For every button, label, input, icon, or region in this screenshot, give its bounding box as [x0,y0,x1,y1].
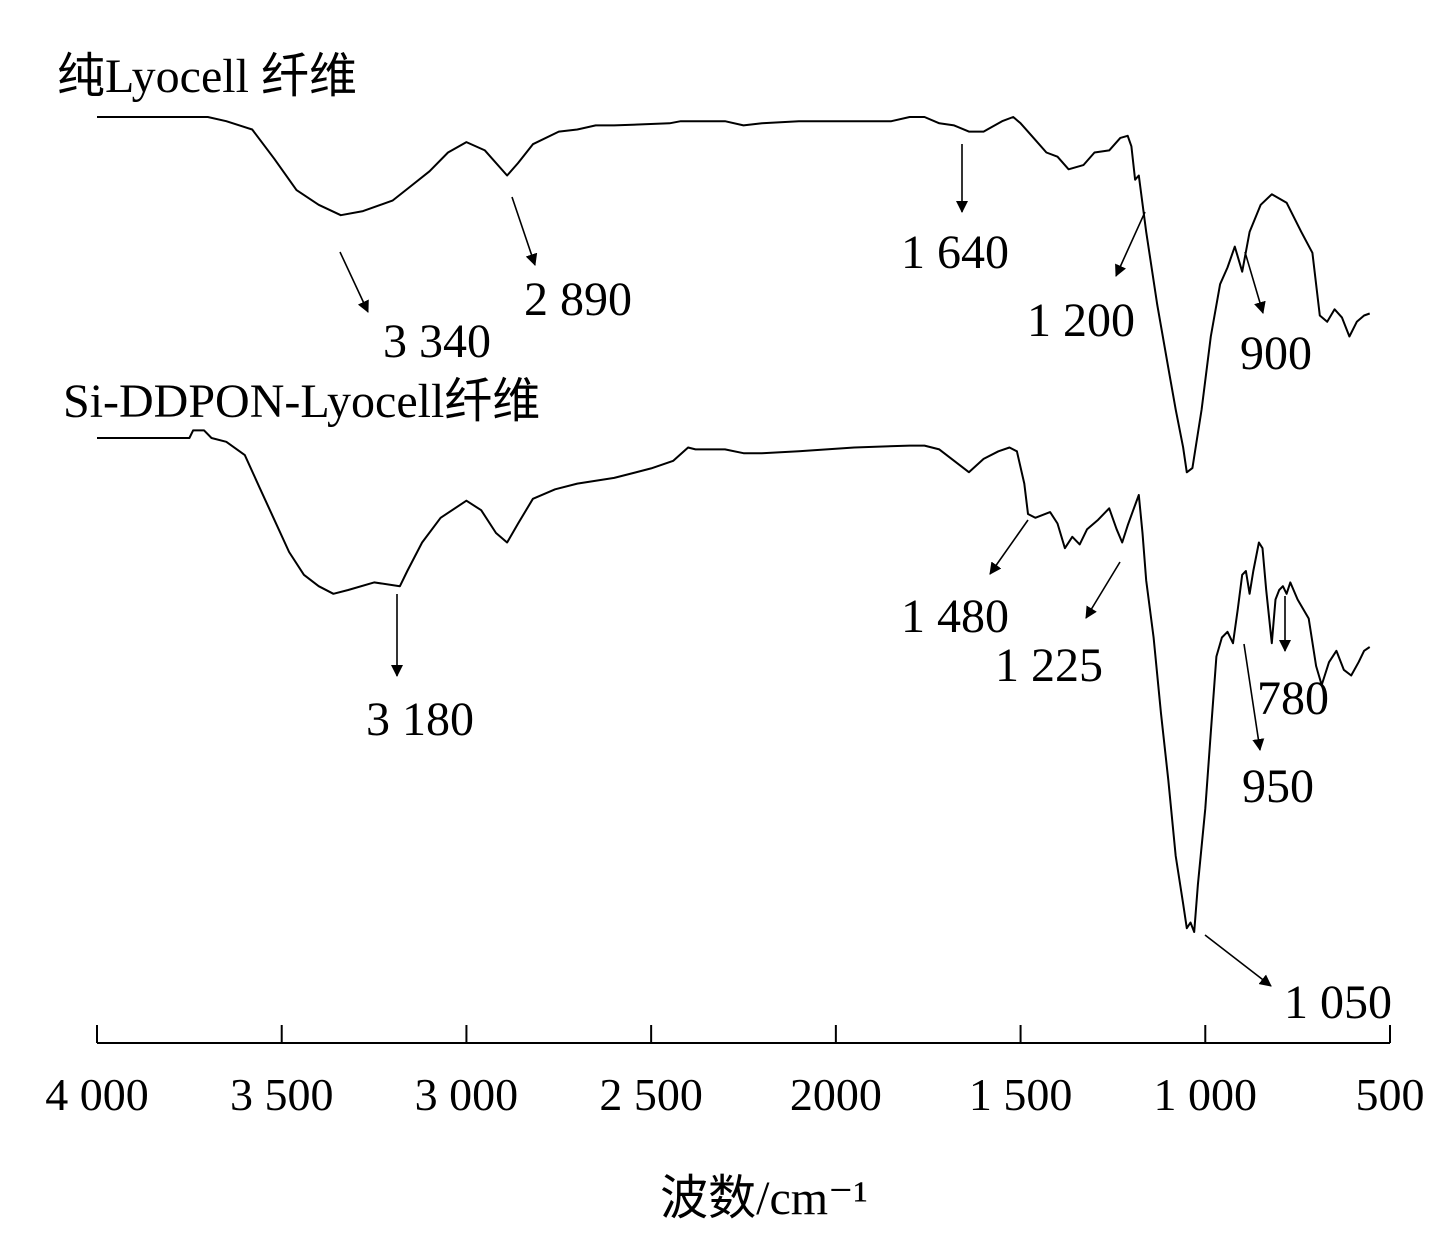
annotation-arrow-3 [1115,211,1146,277]
x-tick-label-7: 500 [1356,1069,1425,1120]
annotation-arrow-1 [511,196,538,266]
annotation-label-9: 950 [1242,760,1314,813]
x-axis: 4 000 3 500 3 000 2 500 2000 1 500 1 000 500 [45,1025,1425,1120]
annotation-label-7: 1 225 [995,639,1103,692]
series-line-0 [97,116,1371,474]
annotation-label-2: 1 640 [901,226,1009,279]
x-tick-label-3: 2 500 [599,1069,703,1120]
x-tick-label-6: 1 000 [1154,1069,1258,1120]
annotation-arrow-10 [1204,934,1272,987]
annotation-label-0: 3 340 [383,315,491,368]
annotation-label-4: 900 [1240,327,1312,380]
annotation-arrow-9 [1243,643,1265,751]
series-label-0: 纯Lyocell 纤维 [57,50,357,103]
annotation-label-6: 1 480 [901,590,1009,643]
annotation-arrow-7 [1085,561,1121,619]
series-label-1: Si-DDPON-Lyocell纤维 [63,375,540,428]
annotation-label-8: 780 [1257,672,1329,725]
x-tick-label-4: 2000 [790,1069,882,1120]
series-line-1 [97,429,1371,933]
x-tick-label-2: 3 000 [415,1069,519,1120]
x-tick-label-0: 4 000 [45,1069,149,1120]
x-tick-label-1: 3 500 [230,1069,334,1120]
annotation-label-5: 3 180 [366,693,474,746]
x-axis-label: 波数/cm⁻¹ [660,1172,868,1225]
annotation-arrow-4 [1244,251,1266,314]
annotation-arrow-6 [989,519,1029,575]
annotation-label-3: 1 200 [1027,294,1135,347]
annotation-label-10: 1 050 [1284,976,1392,1029]
x-tick-label-5: 1 500 [969,1069,1073,1120]
annotation-label-1: 2 890 [524,273,632,326]
annotation-arrow-0 [339,251,369,313]
